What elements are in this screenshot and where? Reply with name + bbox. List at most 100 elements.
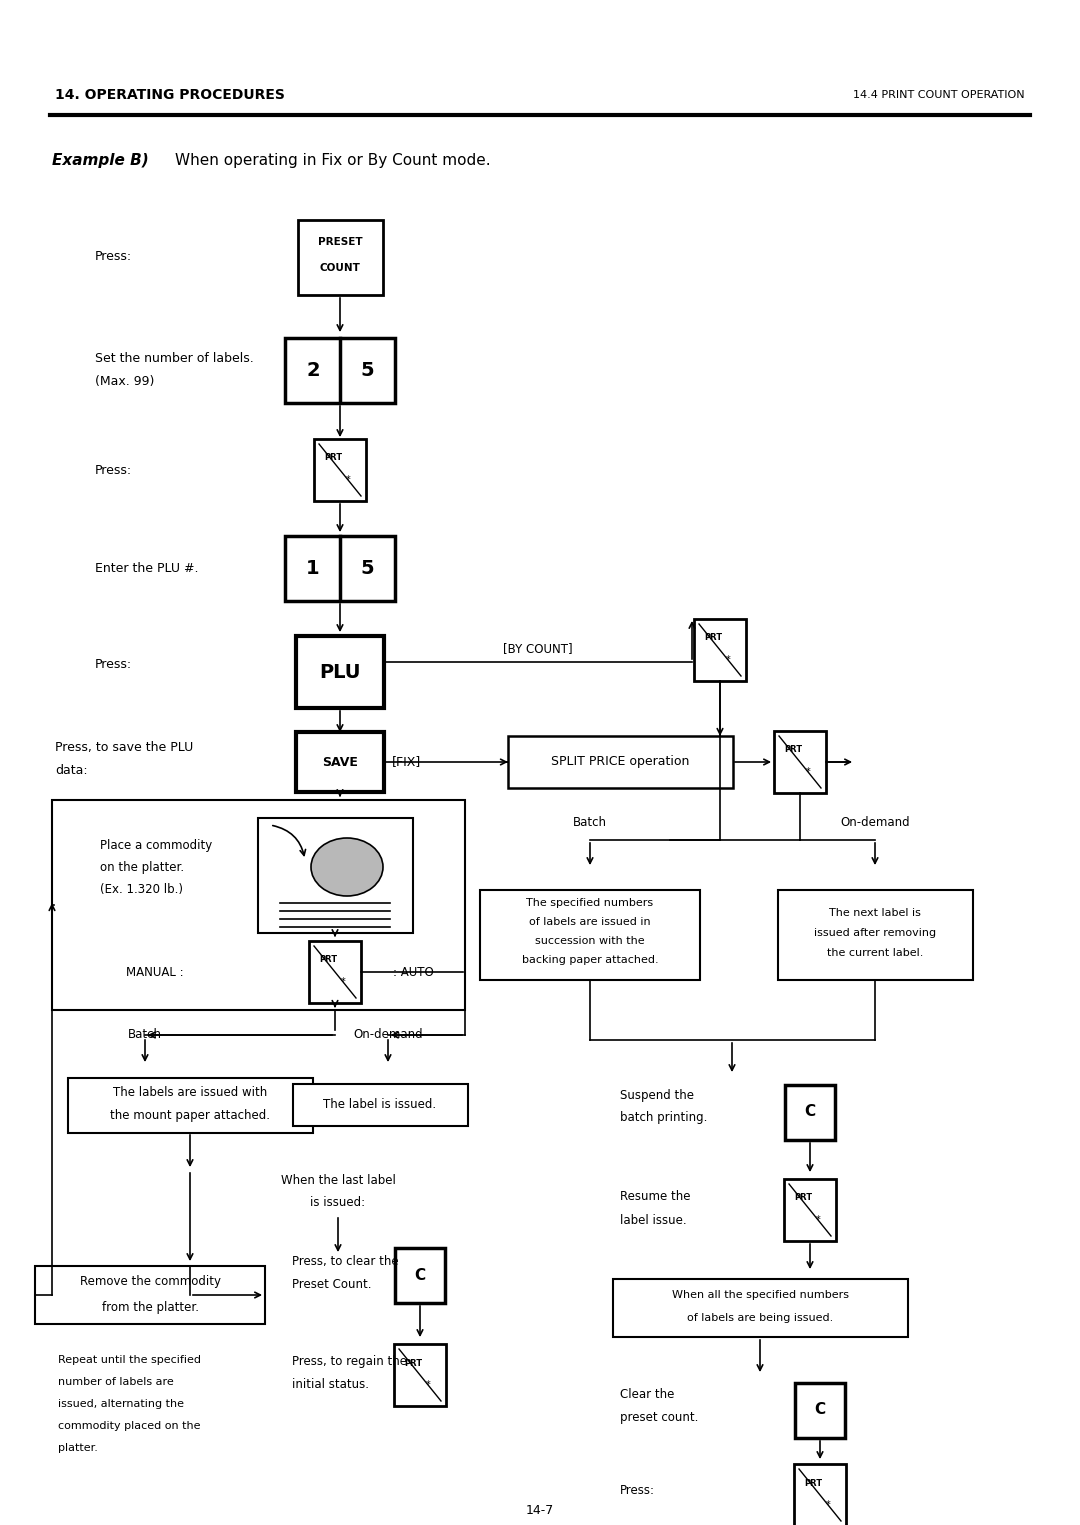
Text: 5: 5 bbox=[361, 558, 374, 578]
Text: preset count.: preset count. bbox=[620, 1412, 699, 1424]
Bar bbox=[774, 730, 826, 793]
Bar bbox=[794, 1464, 846, 1525]
Bar bbox=[35, 1266, 265, 1324]
Text: [BY COUNT]: [BY COUNT] bbox=[503, 642, 572, 656]
Text: Clear the: Clear the bbox=[620, 1388, 674, 1401]
Text: is issued:: is issued: bbox=[310, 1196, 365, 1208]
Text: When operating in Fix or By Count mode.: When operating in Fix or By Count mode. bbox=[175, 152, 490, 168]
Text: Batch: Batch bbox=[573, 816, 607, 828]
Text: [FIX]: [FIX] bbox=[392, 755, 421, 769]
Bar bbox=[68, 1078, 313, 1133]
Text: : AUTO: : AUTO bbox=[393, 965, 434, 979]
Text: the current label.: the current label. bbox=[827, 949, 923, 958]
Text: PRT: PRT bbox=[404, 1359, 422, 1368]
Text: (Ex. 1.320 lb.): (Ex. 1.320 lb.) bbox=[100, 883, 183, 895]
Text: *: * bbox=[346, 474, 350, 485]
Text: of labels are issued in: of labels are issued in bbox=[529, 917, 651, 927]
Text: commodity placed on the: commodity placed on the bbox=[58, 1421, 201, 1430]
Text: COUNT: COUNT bbox=[320, 262, 361, 273]
Text: number of labels are: number of labels are bbox=[58, 1377, 174, 1388]
Text: PLU: PLU bbox=[320, 662, 361, 682]
Bar bbox=[785, 1084, 835, 1141]
Text: 14.4 PRINT COUNT OPERATION: 14.4 PRINT COUNT OPERATION bbox=[853, 90, 1025, 101]
Text: 14-7: 14-7 bbox=[526, 1504, 554, 1516]
Text: Press:: Press: bbox=[95, 250, 132, 264]
Bar bbox=[480, 891, 700, 981]
Text: Suspend the: Suspend the bbox=[620, 1089, 694, 1101]
Bar bbox=[314, 439, 366, 502]
Text: 1: 1 bbox=[307, 558, 320, 578]
Text: Press:: Press: bbox=[95, 464, 132, 476]
Text: data:: data: bbox=[55, 764, 87, 776]
Text: 2: 2 bbox=[307, 360, 320, 380]
Bar bbox=[394, 1344, 446, 1406]
Text: on the platter.: on the platter. bbox=[100, 860, 184, 874]
Text: *: * bbox=[426, 1380, 430, 1389]
Text: Preset Count.: Preset Count. bbox=[292, 1278, 372, 1292]
Text: SAVE: SAVE bbox=[322, 755, 357, 769]
Text: PRT: PRT bbox=[704, 633, 723, 642]
Text: issued, alternating the: issued, alternating the bbox=[58, 1398, 184, 1409]
Text: Press, to save the PLU: Press, to save the PLU bbox=[55, 741, 193, 755]
Bar bbox=[285, 339, 395, 403]
Text: 14. OPERATING PROCEDURES: 14. OPERATING PROCEDURES bbox=[55, 88, 285, 102]
Text: Press, to regain the: Press, to regain the bbox=[292, 1356, 407, 1368]
Bar bbox=[778, 891, 973, 981]
Bar bbox=[784, 1179, 836, 1241]
Text: *: * bbox=[726, 656, 730, 665]
Text: On-demand: On-demand bbox=[840, 816, 909, 828]
Bar bbox=[309, 941, 361, 1003]
Text: C: C bbox=[814, 1403, 825, 1418]
Text: Enter the PLU #.: Enter the PLU #. bbox=[95, 561, 199, 575]
Bar bbox=[395, 1247, 445, 1302]
Text: *: * bbox=[806, 767, 810, 778]
Text: PRT: PRT bbox=[794, 1194, 812, 1203]
Bar bbox=[795, 1383, 845, 1438]
Bar bbox=[296, 732, 384, 791]
Text: of labels are being issued.: of labels are being issued. bbox=[687, 1313, 833, 1324]
Text: When all the specified numbers: When all the specified numbers bbox=[672, 1290, 849, 1299]
Text: PRESET: PRESET bbox=[318, 236, 362, 247]
Text: issued after removing: issued after removing bbox=[814, 929, 936, 938]
Text: On-demand: On-demand bbox=[353, 1028, 422, 1042]
Text: The labels are issued with: The labels are issued with bbox=[113, 1086, 267, 1098]
Bar bbox=[296, 636, 384, 708]
Bar bbox=[298, 220, 383, 294]
Text: Press, to clear the: Press, to clear the bbox=[292, 1255, 399, 1269]
Bar bbox=[694, 619, 746, 682]
Text: *: * bbox=[340, 978, 346, 987]
Text: Place a commodity: Place a commodity bbox=[100, 839, 213, 851]
Text: the mount paper attached.: the mount paper attached. bbox=[110, 1109, 270, 1121]
Text: from the platter.: from the platter. bbox=[102, 1301, 199, 1313]
Bar bbox=[52, 801, 465, 1010]
Text: Repeat until the specified: Repeat until the specified bbox=[58, 1356, 201, 1365]
Bar bbox=[285, 535, 395, 601]
Bar bbox=[508, 737, 733, 788]
Text: backing paper attached.: backing paper attached. bbox=[522, 955, 659, 965]
Bar bbox=[613, 1279, 908, 1337]
Text: PRT: PRT bbox=[804, 1479, 822, 1487]
Text: PRT: PRT bbox=[319, 956, 337, 964]
Text: 5: 5 bbox=[361, 360, 374, 380]
Text: The label is issued.: The label is issued. bbox=[323, 1098, 436, 1112]
Text: *: * bbox=[825, 1501, 831, 1510]
Text: PRT: PRT bbox=[784, 746, 802, 755]
Text: Press:: Press: bbox=[620, 1484, 654, 1496]
Bar bbox=[258, 817, 413, 933]
Text: PRT: PRT bbox=[324, 453, 342, 462]
Text: succession with the: succession with the bbox=[536, 936, 645, 946]
Text: batch printing.: batch printing. bbox=[620, 1112, 707, 1124]
Text: Set the number of labels.: Set the number of labels. bbox=[95, 351, 254, 364]
Text: When the last label: When the last label bbox=[281, 1174, 395, 1186]
Text: Remove the commodity: Remove the commodity bbox=[80, 1275, 220, 1289]
Text: C: C bbox=[415, 1267, 426, 1283]
Text: SPLIT PRICE operation: SPLIT PRICE operation bbox=[551, 755, 689, 769]
Text: Press:: Press: bbox=[95, 657, 132, 671]
Text: initial status.: initial status. bbox=[292, 1379, 369, 1391]
Text: Example B): Example B) bbox=[52, 152, 149, 168]
Text: C: C bbox=[805, 1104, 815, 1119]
Text: Batch: Batch bbox=[129, 1028, 162, 1042]
Text: *: * bbox=[815, 1215, 821, 1225]
Text: The next label is: The next label is bbox=[829, 907, 921, 918]
Text: label issue.: label issue. bbox=[620, 1214, 687, 1226]
